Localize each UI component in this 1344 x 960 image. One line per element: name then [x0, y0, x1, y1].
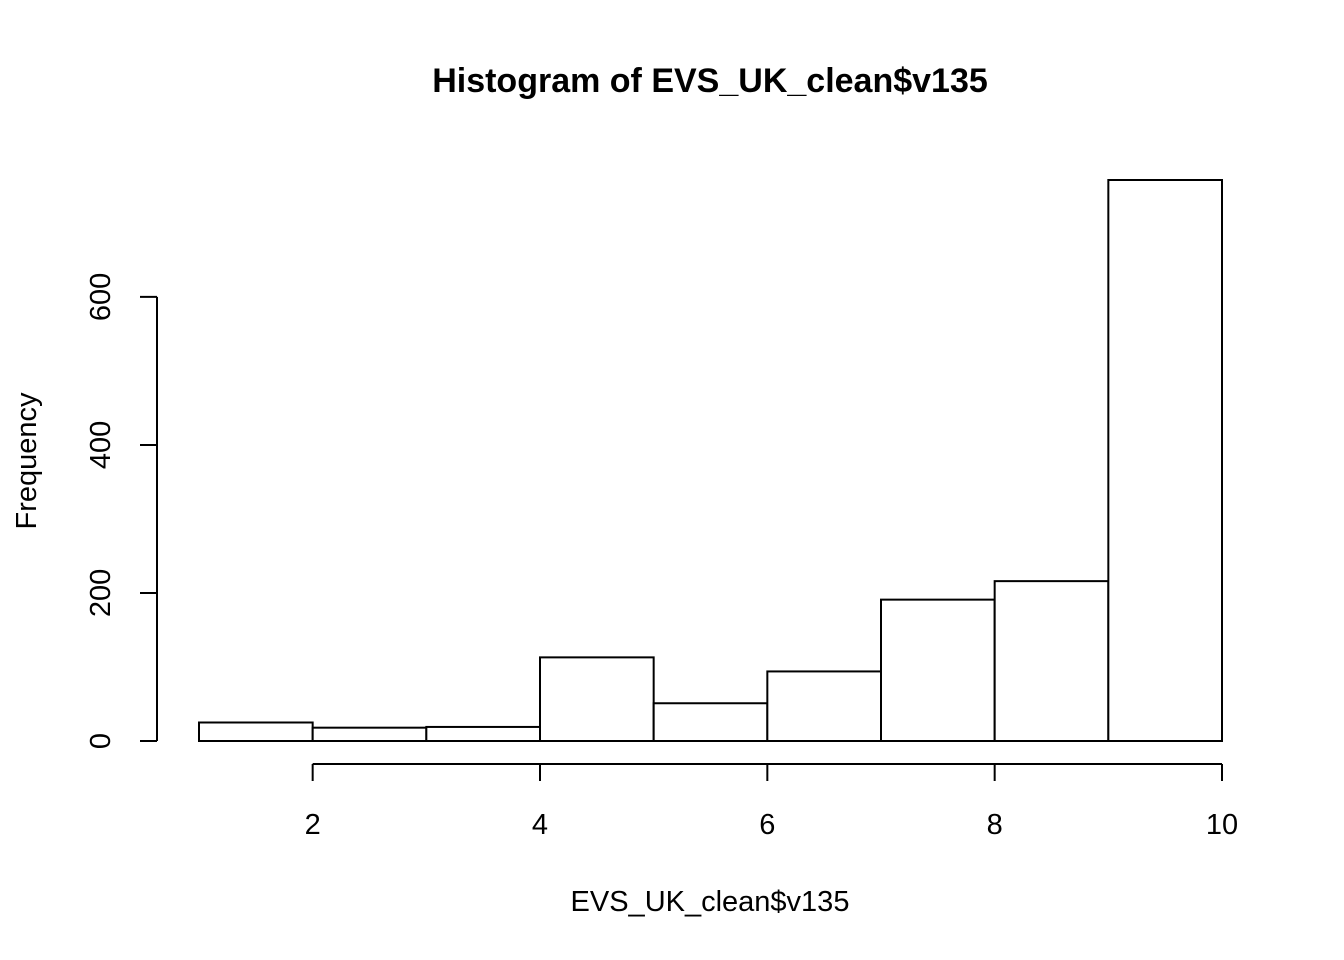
x-tick-label: 8	[987, 809, 1003, 841]
x-tick-label: 2	[305, 809, 321, 841]
x-tick-label: 10	[1206, 809, 1238, 841]
bar-7	[880, 598, 996, 742]
x-tick-label: 4	[532, 809, 548, 841]
bar-1	[198, 721, 314, 743]
x-axis-label: EVS_UK_clean$v135	[571, 886, 850, 918]
y-tick-label: 400	[85, 421, 117, 469]
y-tick-label: 200	[85, 569, 117, 617]
x-tick-label: 6	[759, 809, 775, 841]
y-tick-label: 600	[85, 273, 117, 321]
chart-title: Histogram of EVS_UK_clean$v135	[432, 62, 988, 100]
bar-8	[993, 580, 1110, 742]
bar-5	[652, 702, 769, 743]
bar-2	[311, 726, 428, 742]
y-axis-label: Frequency	[11, 392, 43, 530]
bar-4	[539, 656, 655, 743]
bars-group	[198, 179, 1224, 743]
bar-6	[766, 670, 882, 742]
x-axis: 2 4 6 8 10	[305, 763, 1238, 841]
bar-3	[425, 725, 542, 742]
y-axis: 0 200 400 600	[85, 273, 158, 749]
bar-9	[1107, 179, 1224, 742]
y-tick-label: 0	[85, 733, 117, 749]
